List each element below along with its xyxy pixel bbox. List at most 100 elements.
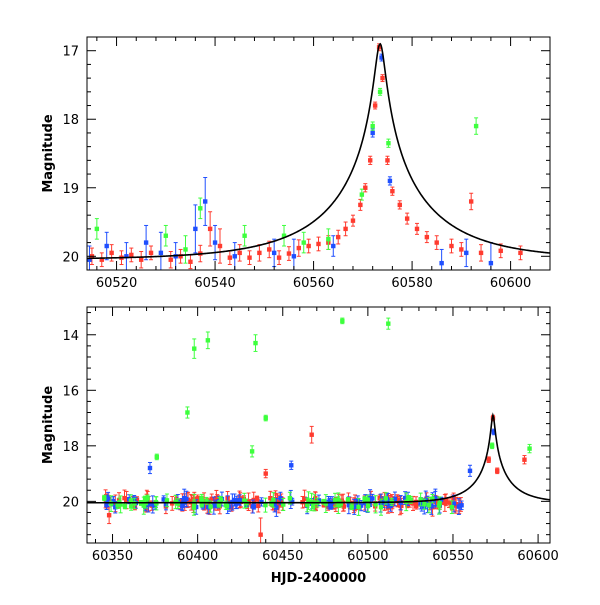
blue-series-point bbox=[379, 53, 384, 62]
green-series-point bbox=[102, 494, 107, 502]
green-series-point bbox=[386, 138, 391, 148]
x-tick-label: 60350 bbox=[92, 549, 133, 564]
green-series-point bbox=[356, 498, 361, 516]
red-series-point bbox=[168, 250, 173, 269]
y-tick-label: 20 bbox=[62, 250, 79, 265]
green-series-point bbox=[406, 495, 412, 502]
blue-series-point bbox=[104, 231, 109, 261]
x-tick-label: 60600 bbox=[517, 549, 558, 564]
blue-series-point bbox=[439, 248, 444, 270]
x-tick-label: 60520 bbox=[96, 276, 137, 291]
plot-frame bbox=[86, 36, 551, 271]
x-tick-label: 60580 bbox=[391, 276, 432, 291]
green-series-point bbox=[263, 497, 268, 513]
green-series-point bbox=[175, 498, 181, 509]
red-series-point bbox=[286, 246, 292, 261]
red-series-point bbox=[368, 155, 373, 165]
red-series-point bbox=[486, 456, 491, 463]
blue-series-point bbox=[385, 493, 390, 509]
red-series-point bbox=[148, 245, 154, 261]
green-series-point bbox=[253, 334, 258, 352]
green-series-point bbox=[473, 117, 479, 135]
green-series-point bbox=[326, 228, 331, 250]
red-series-point bbox=[395, 494, 400, 508]
blue-series-point bbox=[232, 242, 237, 270]
red-series-point bbox=[380, 74, 385, 83]
blue-series-point bbox=[456, 498, 462, 515]
y-tick-label: 16 bbox=[62, 384, 79, 399]
blue-series-point bbox=[289, 460, 294, 470]
green-series-point bbox=[183, 235, 188, 264]
blue-series-point bbox=[464, 238, 469, 268]
x-tick-label: 60600 bbox=[490, 276, 531, 291]
green-series-point bbox=[242, 224, 247, 247]
model-curve bbox=[87, 412, 550, 504]
red-series-point bbox=[385, 155, 390, 165]
red-series-point bbox=[424, 231, 430, 244]
blue-series-point bbox=[147, 461, 153, 475]
red-series-point bbox=[129, 247, 134, 263]
red-series-point bbox=[404, 212, 410, 225]
blue-series-point bbox=[259, 497, 264, 507]
red-series-point bbox=[442, 494, 448, 512]
red-series-point bbox=[306, 238, 311, 254]
green-series-point bbox=[340, 317, 345, 325]
green-series-point bbox=[263, 414, 268, 422]
blue-series-point bbox=[467, 464, 473, 477]
y-tick-label: 18 bbox=[62, 440, 79, 455]
red-series-point bbox=[478, 244, 484, 262]
blue-series-point bbox=[212, 224, 218, 261]
red-series-point bbox=[309, 425, 314, 444]
green-series-point bbox=[94, 218, 100, 240]
blue-series-point bbox=[233, 499, 238, 509]
red-series-point bbox=[258, 517, 263, 543]
green-series-point bbox=[281, 224, 287, 247]
green-series-point bbox=[249, 445, 255, 458]
red-series-point bbox=[257, 244, 262, 262]
y-tick-label: 14 bbox=[62, 329, 79, 344]
red-series-point bbox=[468, 192, 474, 211]
red-series-point bbox=[343, 221, 348, 237]
blue-series-point bbox=[87, 245, 92, 270]
green-series-point bbox=[154, 453, 159, 461]
green-series-point bbox=[199, 495, 204, 502]
red-series-point bbox=[434, 235, 439, 250]
x-tick-label: 60550 bbox=[432, 549, 473, 564]
blue-series-point bbox=[124, 242, 129, 270]
green-series-point bbox=[332, 492, 338, 508]
blue-series-point bbox=[459, 500, 464, 511]
green-series-point bbox=[323, 494, 329, 513]
plot-area bbox=[87, 317, 550, 543]
green-series-point bbox=[377, 87, 383, 96]
red-series-point bbox=[267, 240, 272, 259]
red-series-point bbox=[227, 250, 233, 266]
red-series-point bbox=[138, 250, 144, 269]
model-curve bbox=[87, 42, 550, 260]
y-axis-label: Magnitude bbox=[41, 114, 56, 193]
green-series-point bbox=[205, 331, 211, 350]
red-series-point bbox=[350, 214, 356, 227]
blue-series-point bbox=[326, 496, 331, 508]
blue-series-point bbox=[387, 176, 393, 186]
red-series-point bbox=[518, 245, 523, 261]
red-series-point bbox=[522, 455, 527, 465]
red-series-point bbox=[178, 248, 183, 264]
green-series-point bbox=[199, 500, 204, 508]
green-series-point bbox=[242, 492, 247, 509]
blue-series-point bbox=[211, 496, 217, 515]
red-series-point bbox=[237, 244, 242, 262]
red-series-point bbox=[256, 499, 261, 513]
red-series-point bbox=[247, 250, 252, 266]
red-series-point bbox=[217, 228, 223, 264]
red-series-point bbox=[459, 242, 464, 257]
red-series-point bbox=[188, 254, 193, 270]
red-series-point bbox=[358, 198, 363, 211]
green-series-point bbox=[306, 491, 311, 510]
x-tick-label: 60540 bbox=[194, 276, 235, 291]
green-series-point bbox=[386, 317, 391, 330]
blue-series-point bbox=[433, 490, 438, 506]
green-series-point bbox=[430, 493, 435, 504]
green-series-point bbox=[373, 495, 378, 514]
blue-series-point bbox=[193, 204, 198, 254]
